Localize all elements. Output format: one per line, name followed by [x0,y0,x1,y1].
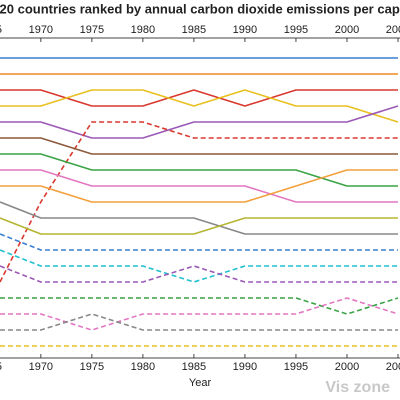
x-tick-label: 1965 [0,361,2,373]
rank-line [0,313,398,331]
rank-line [0,105,399,139]
x-tick-label-top: 2005 [386,24,400,36]
rank-line [0,137,398,155]
x-tick-label-top: 1990 [233,24,257,36]
rank-line [0,297,399,315]
x-tick-label: 1980 [131,361,155,373]
x-tick-label: 1975 [80,361,104,373]
x-tick-label-top: 1965 [0,24,2,36]
rank-line [0,169,398,203]
x-tick-label-top: 1975 [80,24,104,36]
rank-line [0,297,399,331]
rank-line [0,89,398,107]
watermark: Vis zone [325,379,390,396]
x-tick-label-top: 1980 [131,24,155,36]
rank-line [0,201,398,235]
x-tick-label-top: 1985 [182,24,206,36]
rank-line [0,217,398,235]
x-tick-label: 1995 [284,361,308,373]
x-tick-label: 1985 [182,361,206,373]
x-tick-label: 1970 [29,361,53,373]
rank-line [0,89,399,123]
x-tick-label: 1990 [233,361,257,373]
rank-line [0,169,398,203]
x-tick-label-top: 1995 [284,24,308,36]
rank-line [0,265,398,283]
rank-line [0,153,398,187]
rank-line [0,233,398,251]
chart-title: G-20 countries ranked by annual carbon d… [0,1,400,16]
x-tick-label-top: 1970 [29,24,53,36]
x-tick-label: 2005 [386,361,400,373]
rank-line [0,249,398,283]
x-tick-label-top: 2000 [335,24,359,36]
x-tick-label: 2000 [335,361,359,373]
x-axis-label: Year [189,377,212,389]
